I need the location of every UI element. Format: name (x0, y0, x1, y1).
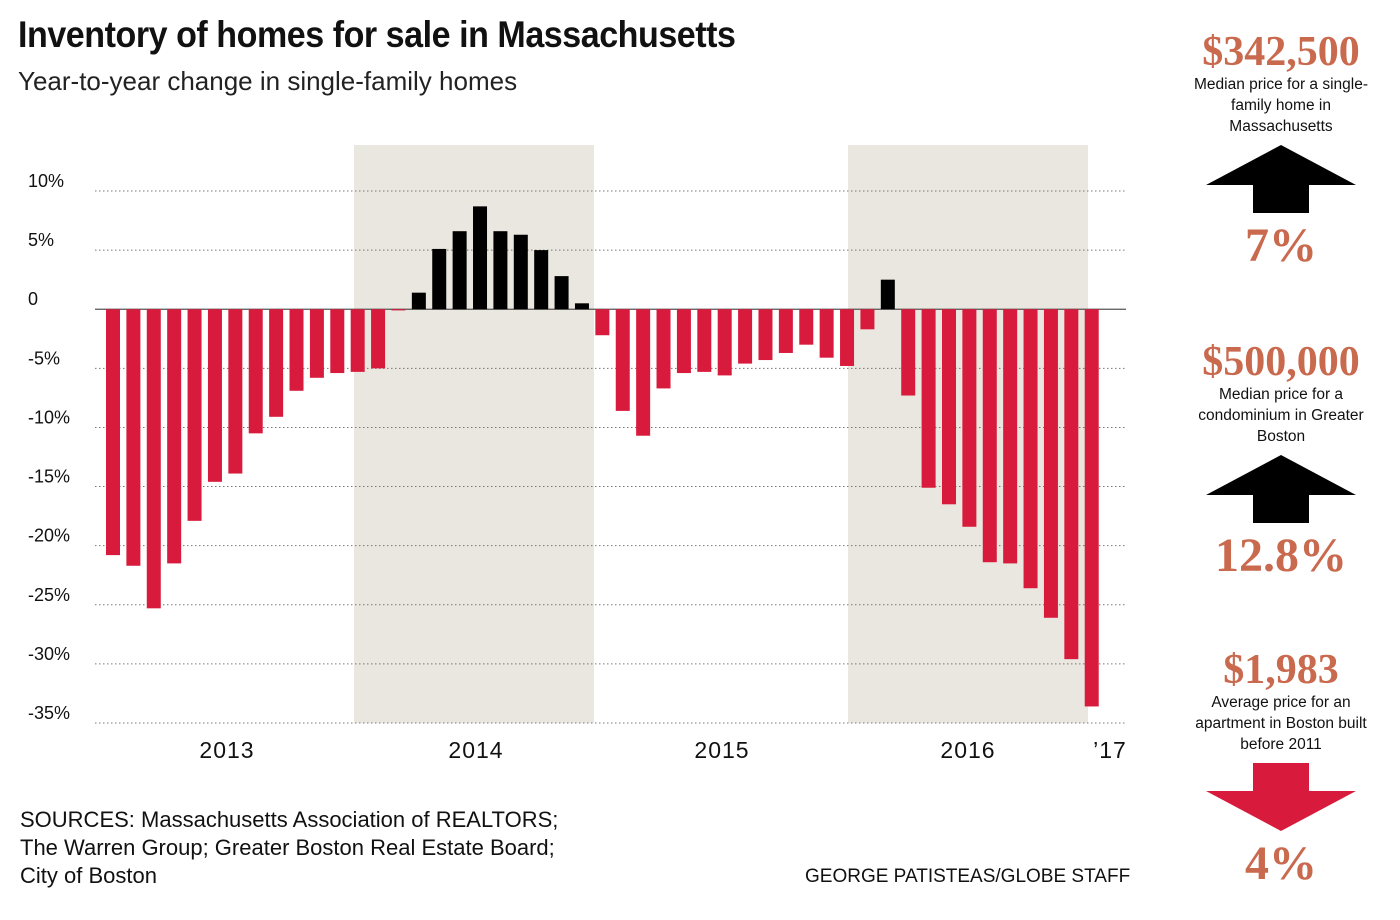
stat-condominium: $500,000 Median price for a condominium … (1180, 340, 1382, 581)
stat-apartment: $1,983 Average price for an apartment in… (1180, 648, 1382, 889)
stat-change: 12.8% (1215, 529, 1347, 582)
bar (513, 234, 528, 310)
bar (289, 309, 304, 391)
bar (799, 309, 814, 345)
bar (350, 309, 365, 372)
bar (717, 309, 732, 376)
y-tick-label: -35% (28, 703, 70, 723)
arrow-down-icon (1206, 763, 1356, 831)
y-tick-label: 0 (28, 289, 38, 309)
bar (411, 292, 426, 310)
bar (1043, 309, 1058, 618)
x-tick-label: 2015 (694, 737, 749, 763)
bar (493, 231, 508, 310)
bar (534, 250, 549, 310)
bar (860, 309, 875, 330)
bar (1084, 309, 1099, 707)
stat-single-family: $342,500 Median price for a single-famil… (1180, 30, 1382, 271)
staff-credit: GEORGE PATISTEAS/GLOBE STAFF (805, 866, 1131, 887)
y-tick-label: -20% (28, 526, 70, 546)
bar (758, 309, 773, 361)
stat-value: $1,983 (1223, 647, 1339, 693)
bar (615, 309, 630, 411)
bar (840, 309, 855, 366)
arrow-up-icon (1206, 145, 1356, 213)
bar (880, 279, 895, 310)
y-tick-label: -15% (28, 467, 70, 487)
bar (574, 303, 589, 310)
bar (309, 309, 324, 378)
bar (207, 309, 222, 482)
bar (778, 309, 793, 353)
bar (371, 309, 386, 369)
bar (126, 309, 141, 566)
bar (697, 309, 712, 372)
bar (676, 309, 691, 374)
bar (921, 309, 936, 488)
bar (167, 309, 182, 564)
stat-value: $500,000 (1202, 339, 1360, 385)
bar (1023, 309, 1038, 589)
bar (187, 309, 202, 521)
y-tick-label: 10% (28, 171, 64, 191)
x-tick-label: 2014 (448, 737, 503, 763)
bar (554, 276, 569, 310)
bar (1064, 309, 1079, 660)
bar (473, 206, 488, 310)
chart-title: Inventory of homes for sale in Massachus… (18, 14, 736, 55)
bar (452, 231, 467, 310)
bar (106, 309, 120, 556)
bar (595, 309, 610, 336)
y-tick-label: -25% (28, 585, 70, 605)
sources-note: SOURCES: Massachusetts Association of RE… (20, 807, 559, 888)
stat-description: Median price for a condominium in Greate… (1198, 386, 1364, 445)
y-tick-label: 5% (28, 230, 54, 250)
stat-change: 7% (1245, 219, 1317, 272)
bar (901, 309, 916, 396)
bar (330, 309, 345, 374)
chart-subtitle: Year-to-year change in single-family hom… (18, 66, 518, 96)
bar (432, 248, 447, 310)
bar-chart: 10% 5% 0 -5% -10% -15% -20% -25% -30% -35% 2013 201… (28, 145, 1127, 763)
bar (146, 309, 161, 609)
bar (1003, 309, 1018, 564)
bar (656, 309, 671, 389)
bar (636, 309, 651, 436)
bar (819, 309, 834, 358)
bar (391, 309, 406, 311)
x-tick-label: 2013 (199, 737, 254, 763)
bar (269, 309, 284, 417)
stat-description: Average price for an apartment in Boston… (1195, 694, 1367, 753)
y-tick-label: -10% (28, 407, 70, 427)
bar (962, 309, 977, 527)
x-tick-label: ’17 (1093, 737, 1127, 763)
x-tick-label: 2016 (940, 737, 995, 763)
bar (941, 309, 956, 505)
stat-value: $342,500 (1202, 29, 1360, 75)
bar (982, 309, 997, 563)
y-tick-label: -5% (28, 348, 60, 368)
arrow-up-icon (1206, 455, 1356, 523)
stat-description: Median price for a single-family home in… (1193, 76, 1369, 135)
bar (738, 309, 753, 364)
bar (248, 309, 263, 434)
bar (228, 309, 243, 474)
y-tick-label: -30% (28, 644, 70, 664)
stat-change: 4% (1245, 837, 1317, 890)
